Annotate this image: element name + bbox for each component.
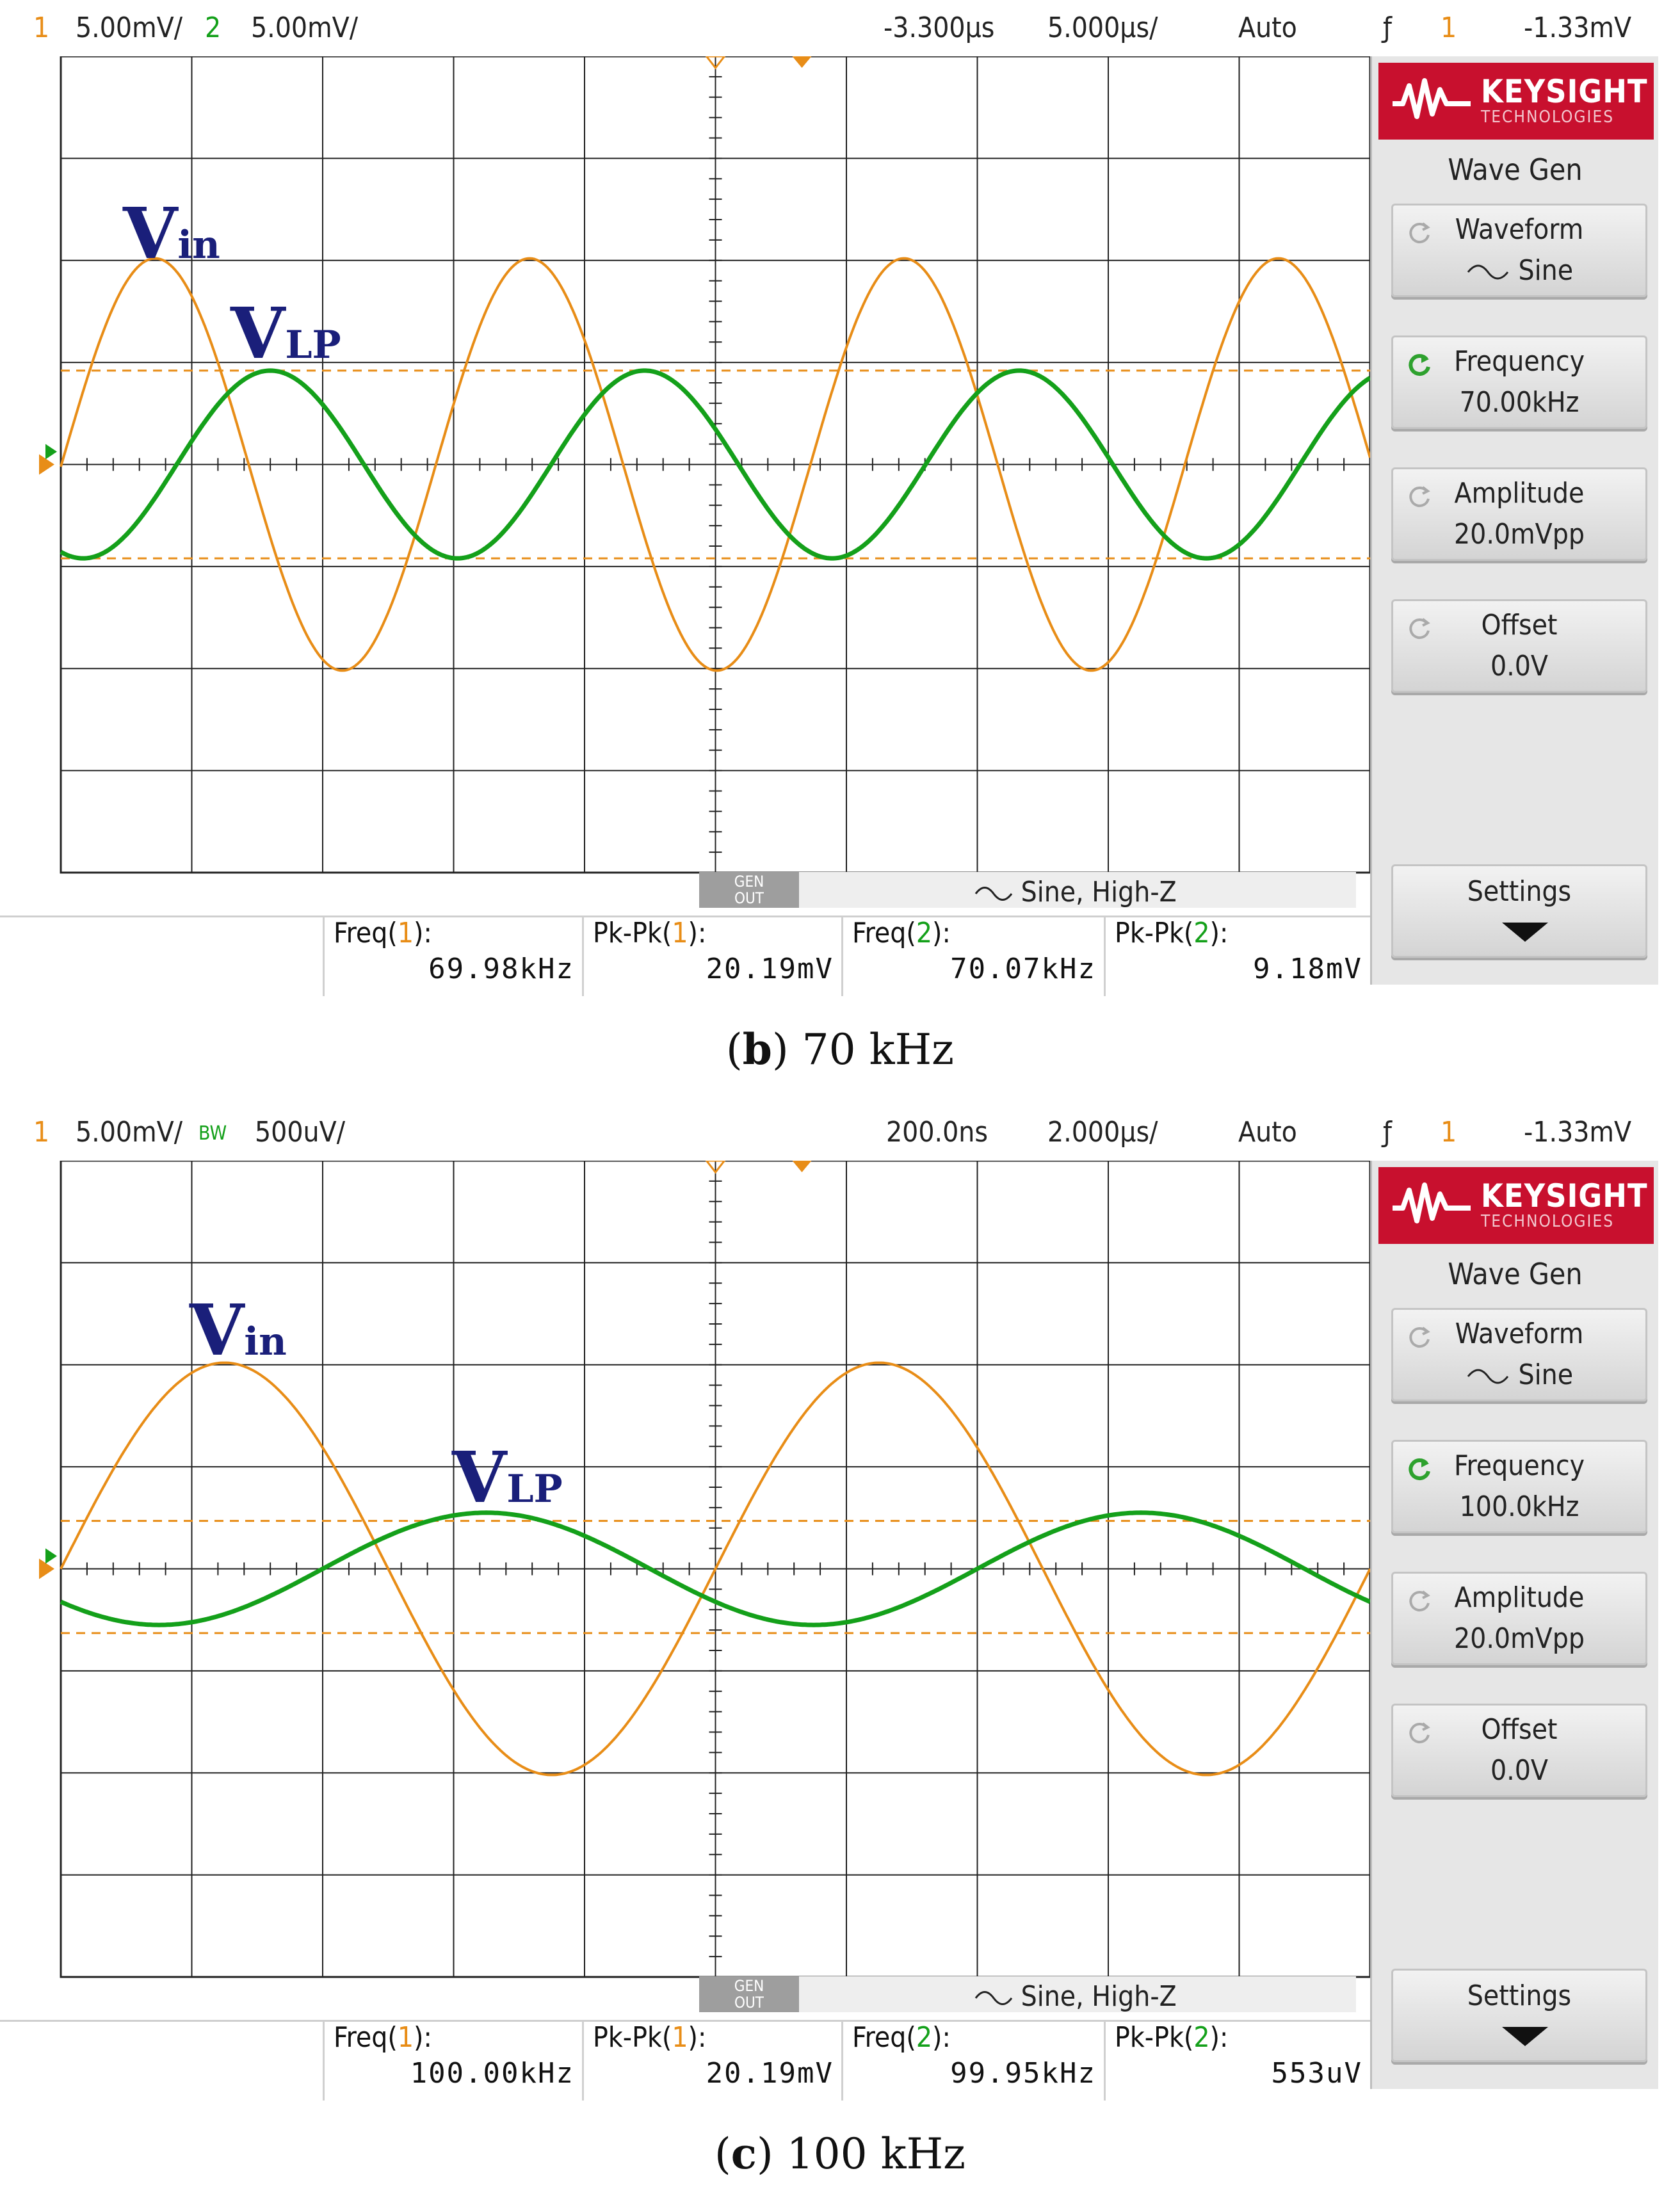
rotate-icon [1409,1327,1430,1348]
figure-caption: (b) 70 kHz [726,1024,954,1074]
measurement-freq-ch1[interactable]: Freq(1): 69.98kHz [323,917,582,996]
gen-out-indicator: GEN OUT [699,872,799,908]
wavegen-description: Sine, High-Z [974,876,1177,908]
measurement-pkpk-ch2[interactable]: Pk-Pk(2): 553uV [1104,2021,1370,2101]
trigger-mode[interactable]: Auto [1238,12,1297,44]
rotate-icon [1409,618,1430,640]
menu-title: Wave Gen [1448,152,1583,187]
softkey-panel: KEYSIGHT TECHNOLOGIES Wave Gen Waveform … [1370,1161,1658,2089]
trigger-level[interactable]: -1.33mV [1524,12,1632,44]
measurement-freq-ch2[interactable]: Freq(2): 70.07kHz [841,917,1104,996]
rotate-icon [1409,222,1430,244]
offset-softkey[interactable]: Offset 0.0V [1391,599,1647,693]
vin-label: Vin [190,1289,287,1371]
measurement-pkpk-ch1[interactable]: Pk-Pk(1): 20.19mV [582,2021,841,2101]
measurement-pkpk-ch2[interactable]: Pk-Pk(2): 9.18mV [1104,917,1370,996]
graticule [39,1161,1370,1978]
ch2-scale[interactable]: 5.00mV/ [251,12,359,44]
measurement-area: GEN OUT Sine, High-Z Freq(1): 100.00kHz P… [0,1104,1370,2101]
amplitude-softkey[interactable]: Amplitude 20.0mVpp [1391,467,1647,561]
scope-status-bar: 1 5.00mV/ BW 500uV/ 200.0ns 2.000µs/ Aut… [0,1104,1680,1161]
ch1-number[interactable]: 1 [33,12,50,44]
sine-wave-icon [1467,1369,1509,1384]
softkey-panel: KEYSIGHT TECHNOLOGIES Wave Gen Waveform … [1370,56,1658,985]
vlp-label: VLP [230,292,341,375]
trigger-level[interactable]: -1.33mV [1524,1116,1632,1149]
trigger-position-marker [705,1161,726,1174]
ch1-ground-marker [39,1558,54,1579]
keysight-logo: KEYSIGHT TECHNOLOGIES [1378,63,1654,140]
rotate-icon [1409,486,1430,508]
vlp-label: VLP [452,1436,563,1519]
measurement-area: GEN OUT Sine, High-Z Freq(1): 69.98kHz Pk… [0,0,1370,996]
wavegen-status-bar: GEN OUT Sine, High-Z [699,872,1356,908]
figure-caption: (c) 100 kHz [715,2129,965,2179]
sine-wave-icon [974,887,1013,901]
ch2-ground-marker [45,444,57,460]
rotate-icon [1409,1590,1430,1612]
divider [0,915,1370,917]
waveform-softkey[interactable]: Waveform Sine [1391,1308,1647,1401]
measurement-freq-ch2[interactable]: Freq(2): 99.95kHz [841,2021,1104,2101]
trigger-position-marker [705,56,726,70]
waveform-display: Vin VLP [0,56,1370,978]
graticule [39,56,1370,874]
settings-softkey[interactable]: Settings [1391,864,1647,958]
time-scale[interactable]: 5.000µs/ [1047,12,1158,44]
vlp-trace [60,368,1370,561]
wavegen-status-bar: GEN OUT Sine, High-Z [699,1976,1356,2013]
scope-panel-c: 1 5.00mV/ BW 500uV/ 200.0ns 2.000µs/ Aut… [0,1104,1680,2193]
measurement-freq-ch1[interactable]: Freq(1): 100.00kHz [323,2021,582,2101]
menu-title: Wave Gen [1448,1257,1583,1291]
measurement-pkpk-ch1[interactable]: Pk-Pk(1): 20.19mV [582,917,841,996]
time-position[interactable]: 200.0ns [886,1116,989,1149]
rotate-active-icon [1409,1458,1430,1481]
divider [0,2020,1370,2022]
ch1-scale[interactable]: 5.00mV/ [76,12,183,44]
frequency-softkey[interactable]: Frequency 100.0kHz [1391,1440,1647,1533]
rotate-icon [1409,1722,1430,1744]
vin-trace [60,257,1370,672]
gen-out-indicator: GEN OUT [699,1976,799,2012]
scope-status-bar: 1 5.00mV/ 2 5.00mV/ -3.300µs 5.000µs/ Au… [0,0,1680,56]
trigger-slope-icon: ƒ [1383,1116,1392,1149]
settings-softkey[interactable]: Settings [1391,1969,1647,2062]
ch2-bandwidth-limit[interactable]: BW [198,1122,227,1145]
scope-panel-b: 1 5.00mV/ 2 5.00mV/ -3.300µs 5.000µs/ Au… [0,0,1680,1088]
waveform-display: Vin VLP [0,1161,1370,2083]
vin-label: Vin [123,192,220,275]
rotate-active-icon [1409,354,1430,376]
sine-wave-icon [974,1991,1013,2005]
time-reference-marker [792,1161,812,1172]
keysight-wave-icon [1393,1182,1471,1223]
time-scale[interactable]: 2.000µs/ [1047,1116,1158,1149]
waveform-softkey[interactable]: Waveform Sine [1391,204,1647,297]
time-reference-marker [792,56,812,68]
down-arrow-icon [1502,923,1548,942]
trigger-slope-icon: ƒ [1383,12,1392,44]
down-arrow-icon [1502,2027,1548,2046]
sine-wave-icon [1467,264,1509,280]
wavegen-description: Sine, High-Z [974,1980,1177,2013]
time-position[interactable]: -3.300µs [884,12,995,44]
ch2-scale[interactable]: 500uV/ [255,1116,346,1149]
ch1-scale[interactable]: 5.00mV/ [76,1116,183,1149]
trigger-source[interactable]: 1 [1441,12,1457,44]
vin-trace [60,1361,1370,1777]
ch2-number[interactable]: 2 [205,12,222,44]
vlp-trace [60,1510,1370,1627]
ch1-ground-marker [39,454,54,475]
trigger-source[interactable]: 1 [1441,1116,1457,1149]
trigger-mode[interactable]: Auto [1238,1116,1297,1149]
frequency-softkey[interactable]: Frequency 70.00kHz [1391,335,1647,429]
keysight-wave-icon [1393,78,1471,119]
ch1-number[interactable]: 1 [33,1116,50,1149]
amplitude-softkey[interactable]: Amplitude 20.0mVpp [1391,1572,1647,1665]
offset-softkey[interactable]: Offset 0.0V [1391,1704,1647,1797]
ch2-ground-marker [45,1548,57,1564]
keysight-logo: KEYSIGHT TECHNOLOGIES [1378,1167,1654,1244]
